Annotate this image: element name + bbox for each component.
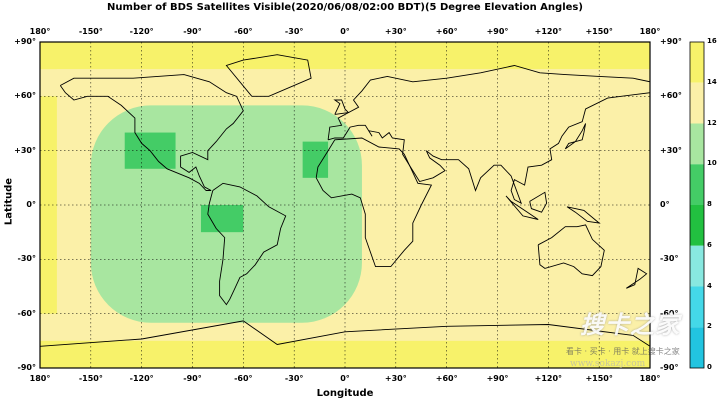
colorbar-band xyxy=(690,286,704,328)
y-tick-label: -30° xyxy=(17,254,36,264)
y-tick-label: -90° xyxy=(17,363,36,372)
y-axis-label: Latitude xyxy=(3,177,15,226)
coastline xyxy=(505,195,539,220)
colorbar xyxy=(689,41,705,369)
y-tick-label: 0° xyxy=(26,200,36,209)
colorbar-tick-label: 16 xyxy=(707,37,717,45)
colorbar-band xyxy=(690,327,704,368)
y-tick-label: +60° xyxy=(14,91,36,101)
colorbar-tick-label: 0 xyxy=(707,363,712,371)
y-tick-label: +90° xyxy=(14,37,36,46)
colorbar-band xyxy=(690,205,704,246)
colorbar-tick-label: 6 xyxy=(707,240,712,249)
x-tick-label: +60° xyxy=(435,374,458,383)
x-tick-label: +120° xyxy=(534,374,563,383)
x-tick-label: -60° xyxy=(234,374,253,383)
x-tick-label: +150° xyxy=(585,374,613,383)
heat-region xyxy=(361,69,650,350)
colorbar-band xyxy=(690,123,704,165)
coastline-layer xyxy=(39,54,651,347)
x-axis-label: Longitude xyxy=(316,388,374,399)
x-tick-label: +30° xyxy=(384,27,407,36)
x-tick-label: -120° xyxy=(129,374,154,383)
watermark-slogan: 看卡 · 买卡 · 用卡 就上搜卡之家 xyxy=(566,347,680,356)
coastline xyxy=(39,320,651,347)
colorbar-frame xyxy=(689,41,705,369)
coastline xyxy=(529,191,548,213)
colorbar-tick-label: 14 xyxy=(707,77,717,86)
x-tick-label: -150° xyxy=(78,27,103,36)
coastline xyxy=(207,182,287,306)
coastline xyxy=(333,99,350,115)
colorbar-tick-label: 2 xyxy=(707,322,712,331)
x-tick-label: -150° xyxy=(78,374,103,383)
x-tick-label: 0° xyxy=(340,374,350,383)
watermark-logo: 搜卡之家 xyxy=(580,310,680,339)
y-tick-label: -60° xyxy=(17,308,36,318)
colorbar-band xyxy=(690,245,704,287)
coastline xyxy=(566,206,601,224)
x-tick-label: +90° xyxy=(486,27,509,36)
colorbar-band xyxy=(690,82,704,124)
x-tick-label: -120° xyxy=(129,27,154,36)
watermark-url: www.sokazj.com xyxy=(570,359,646,369)
x-tick-label: 0° xyxy=(340,27,350,36)
y-tick-label: -60° xyxy=(660,308,679,318)
coastline xyxy=(315,137,433,268)
x-tick-label: -30° xyxy=(284,27,304,36)
colorbar-tick-label: 10 xyxy=(707,159,717,168)
coastline xyxy=(626,267,648,289)
coastline xyxy=(225,54,312,97)
x-tick-label: +90° xyxy=(486,374,509,383)
x-tick-label: 180° xyxy=(639,27,661,36)
chart-title: Number of BDS Satellites Visible(2020/06… xyxy=(107,2,583,13)
colorbar-tick-label: 4 xyxy=(707,281,712,290)
colorbar-tick-label: 12 xyxy=(707,118,717,127)
y-tick-label: +60° xyxy=(660,91,682,101)
coastline xyxy=(59,74,244,191)
coastline xyxy=(327,65,651,205)
grid-layer xyxy=(40,42,650,368)
y-tick-label: -90° xyxy=(660,363,679,372)
x-tick-label: -90° xyxy=(183,27,202,36)
coastline xyxy=(537,224,605,277)
heat-region xyxy=(302,141,329,178)
x-tick-label: -60° xyxy=(234,27,253,36)
x-tick-label: -30° xyxy=(284,374,304,383)
x-tick-label: +60° xyxy=(435,27,458,36)
x-tick-label: +150° xyxy=(585,27,613,36)
y-tick-label: +90° xyxy=(660,37,682,46)
heat-region xyxy=(200,205,244,233)
x-tick-label: 180° xyxy=(639,374,661,383)
x-tick-label: 180° xyxy=(29,374,51,383)
colorbar-tick-label: 8 xyxy=(707,200,712,208)
y-tick-label: +30° xyxy=(660,145,682,155)
x-tick-label: 180° xyxy=(29,27,51,36)
coastline xyxy=(564,123,587,150)
x-tick-label: -90° xyxy=(183,374,202,383)
y-tick-label: +30° xyxy=(14,145,36,155)
colorbar-band xyxy=(690,42,704,83)
colorbar-band xyxy=(690,164,704,205)
plot-frame xyxy=(39,41,651,369)
y-tick-label: -30° xyxy=(660,254,679,264)
x-tick-label: +120° xyxy=(534,27,563,36)
y-tick-label: 0° xyxy=(660,200,670,209)
x-tick-label: +30° xyxy=(384,374,407,383)
